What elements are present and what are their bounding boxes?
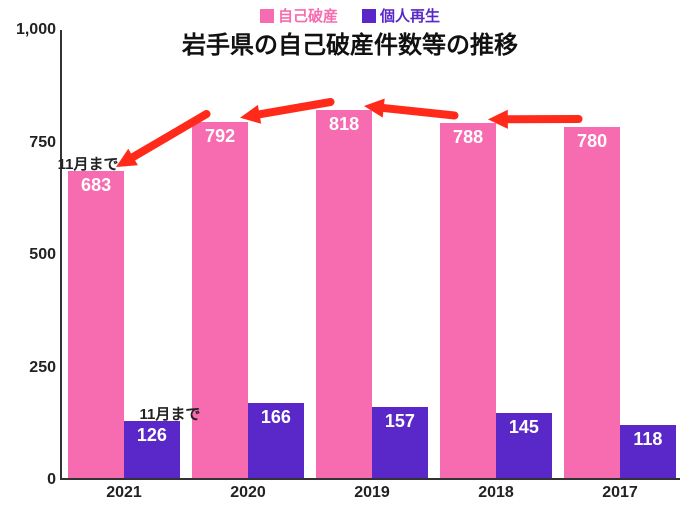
x-tick-label: 2018 xyxy=(478,478,514,502)
y-tick-label: 750 xyxy=(29,134,62,152)
plot-area: 02505007501,0006831262021792166202081815… xyxy=(60,30,680,480)
y-tick-label: 0 xyxy=(47,471,62,489)
bar: 126 xyxy=(124,421,180,478)
chart-container: 自己破産個人再生 岩手県の自己破産件数等の推移 02505007501,0006… xyxy=(0,0,700,525)
y-tick-label: 1,000 xyxy=(16,21,62,39)
legend-item: 個人再生 xyxy=(362,5,440,26)
x-tick-label: 2019 xyxy=(354,478,390,502)
bar: 683 xyxy=(68,171,124,478)
bar: 780 xyxy=(564,127,620,478)
annotation-note: 11月まで xyxy=(139,403,200,424)
bar: 118 xyxy=(620,425,676,478)
x-tick-label: 2020 xyxy=(230,478,266,502)
legend-item: 自己破産 xyxy=(260,5,338,26)
trend-arrow-icon xyxy=(218,80,353,140)
bar: 145 xyxy=(496,413,552,478)
x-tick-label: 2017 xyxy=(602,478,638,502)
bar-value-label: 145 xyxy=(509,417,539,438)
x-tick-label: 2021 xyxy=(106,478,142,502)
trend-arrow-icon xyxy=(94,92,229,189)
bar: 157 xyxy=(372,407,428,478)
bar-value-label: 126 xyxy=(137,425,167,446)
y-tick-label: 250 xyxy=(29,359,62,377)
trend-arrow-icon xyxy=(466,97,601,141)
legend: 自己破産 個人再生 xyxy=(0,5,700,26)
legend-swatch xyxy=(260,9,274,23)
y-tick-label: 500 xyxy=(29,246,62,264)
bar: 166 xyxy=(248,403,304,478)
trend-arrow-icon xyxy=(342,84,477,138)
legend-label: 個人再生 xyxy=(380,8,440,25)
bar: 818 xyxy=(316,110,372,478)
bar-value-label: 118 xyxy=(633,429,662,450)
bar-value-label: 166 xyxy=(261,407,291,428)
bar-value-label: 157 xyxy=(385,411,415,432)
legend-swatch xyxy=(362,9,376,23)
bar: 788 xyxy=(440,123,496,478)
legend-label: 自己破産 xyxy=(278,8,338,25)
